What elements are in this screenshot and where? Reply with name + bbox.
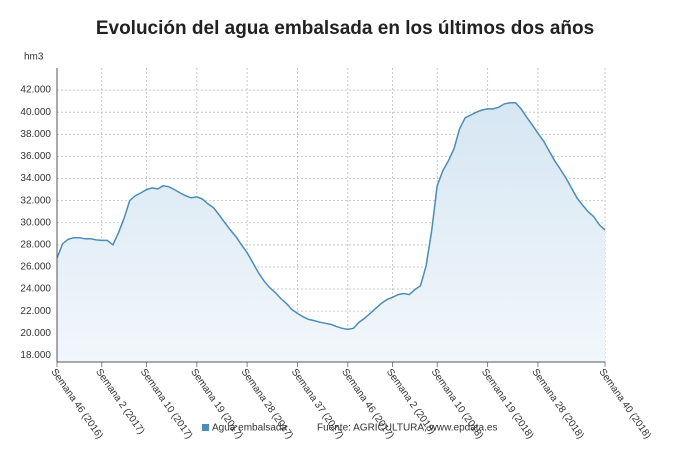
x-tick-label: Semana 28 (2018) <box>529 367 586 441</box>
x-tick-label: Semana 2 (2017) <box>93 367 146 437</box>
y-tick-label: 36.000 <box>20 151 51 162</box>
y-tick-label: 34.000 <box>20 173 51 184</box>
y-tick-label: 26.000 <box>20 262 51 273</box>
y-tick-label: 38.000 <box>20 129 51 140</box>
source: Fuente: AGRICULTURA, www.epdata.es <box>317 423 497 434</box>
area <box>57 102 605 363</box>
y-tick-label: 32.000 <box>20 195 51 206</box>
chart-title: Evolución del agua embalsada en los últi… <box>96 18 594 39</box>
y-tick-label: 30.000 <box>20 217 51 228</box>
y-tick-label: 20.000 <box>20 328 51 339</box>
legend-label: Agua embalsada <box>212 423 287 434</box>
y-tick-label: 40.000 <box>20 107 51 118</box>
line <box>56 102 606 331</box>
y-tick-label: 22.000 <box>20 306 51 317</box>
y-tick-label: 42.000 <box>20 85 51 96</box>
x-tick-label: Semana 40 (2018) <box>596 367 653 441</box>
y-tick-label: 24.000 <box>20 284 51 295</box>
y-tick-label: 18.000 <box>20 350 51 361</box>
y-axis-label: hm3 <box>24 52 44 63</box>
x-tick-label: Semana 46 (2016) <box>48 367 105 441</box>
y-tick-label: 28.000 <box>20 239 51 250</box>
legend-swatch <box>202 424 209 431</box>
